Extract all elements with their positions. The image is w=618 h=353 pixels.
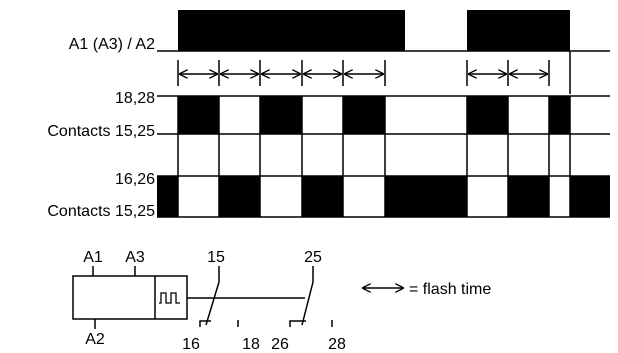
terminal-25-label: 25 (304, 249, 322, 266)
contact-closed-block (157, 176, 178, 217)
terminal-a2-label: A2 (85, 331, 105, 348)
pulse-icon (159, 292, 180, 304)
flash-time-arrows (177, 51, 571, 94)
terminal-a3-label: A3 (125, 249, 145, 266)
terminal-26-label: 26 (271, 336, 289, 353)
terminal-18-label: 18 (242, 336, 260, 353)
contact-closed-block (302, 176, 343, 217)
terminal-a1-label: A1 (83, 249, 103, 266)
out2-bottom-label: Contacts 15,25 (47, 203, 155, 220)
output-row-18-28: 18,28 Contacts 15,25 (47, 90, 610, 140)
contact-1-nc (199, 320, 211, 327)
out1-top-label: 18,28 (115, 90, 155, 107)
supply-pulse (467, 10, 570, 51)
out2-top-label: 16,26 (115, 171, 155, 188)
contact-closed-block (178, 96, 219, 134)
coil-box (72, 275, 188, 320)
terminal-28-label: 28 (328, 336, 346, 353)
contact-closed-block (508, 176, 549, 217)
contact-2-nc (289, 320, 306, 327)
legend-text: = flash time (409, 281, 491, 298)
contact-2-wiper (301, 266, 314, 326)
contact-closed-block (385, 176, 467, 217)
contact-closed-block (343, 96, 385, 134)
contact-closed-block (467, 96, 508, 134)
supply-label: A1 (A3) / A2 (69, 36, 155, 53)
contact-closed-block (219, 176, 260, 217)
contact-closed-block (260, 96, 302, 134)
legend: = flash time (363, 281, 491, 298)
out1-bottom-label: Contacts 15,25 (47, 123, 155, 140)
contact-closed-block (570, 176, 610, 217)
terminal-15-label: 15 (207, 249, 225, 266)
contact-closed-block (549, 96, 570, 134)
terminal-16-label: 16 (182, 336, 200, 353)
relay-schematic: A1 A3 A2 15 16 18 25 26 28 (72, 249, 346, 353)
contact-1-wiper (205, 266, 220, 326)
supply-pulse (178, 10, 405, 51)
output-row-16-26: 16,26 Contacts 15,25 (47, 134, 610, 220)
supply-row: A1 (A3) / A2 (69, 10, 610, 53)
